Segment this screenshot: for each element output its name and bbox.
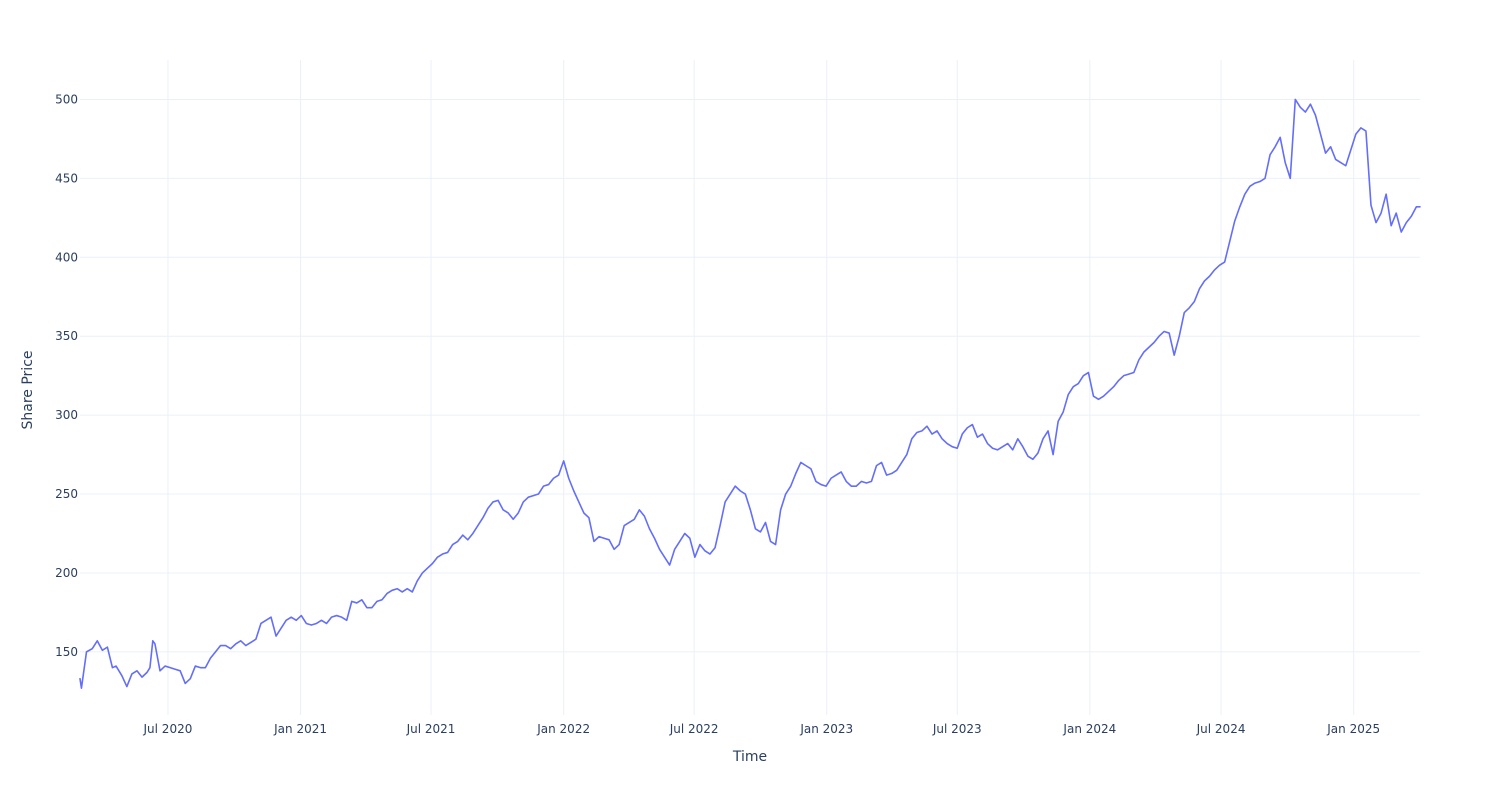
x-tick-label: Jul 2023 xyxy=(932,722,982,736)
x-tick-label: Jan 2025 xyxy=(1326,722,1380,736)
x-tick-label: Jan 2023 xyxy=(799,722,853,736)
y-tick-label: 250 xyxy=(55,487,78,501)
x-tick-label: Jul 2020 xyxy=(143,722,193,736)
x-tick-label: Jan 2021 xyxy=(273,722,327,736)
y-tick-label: 200 xyxy=(55,566,78,580)
y-tick-label: 400 xyxy=(55,250,78,264)
x-tick-label: Jul 2021 xyxy=(406,722,456,736)
x-tick-label: Jan 2024 xyxy=(1062,722,1116,736)
tick-layer: 150 200 250 300 350 400 450 500 Jul 2020 Jan 2021… xyxy=(55,92,1380,736)
y-tick-label: 450 xyxy=(55,171,78,185)
y-axis-title: Share Price xyxy=(20,350,36,429)
y-tick-label: 300 xyxy=(55,408,78,422)
x-tick-label: Jul 2022 xyxy=(669,722,719,736)
y-tick-label: 150 xyxy=(55,645,78,659)
y-tick-label: 500 xyxy=(55,92,78,106)
series-layer xyxy=(79,98,1421,689)
grid-layer xyxy=(80,60,1420,715)
x-tick-label: Jan 2022 xyxy=(536,722,590,736)
x-axis-title: Time xyxy=(732,749,767,765)
x-tick-label: Jul 2024 xyxy=(1196,722,1246,736)
share-price-series-line xyxy=(79,98,1421,689)
y-tick-label: 350 xyxy=(55,329,78,343)
